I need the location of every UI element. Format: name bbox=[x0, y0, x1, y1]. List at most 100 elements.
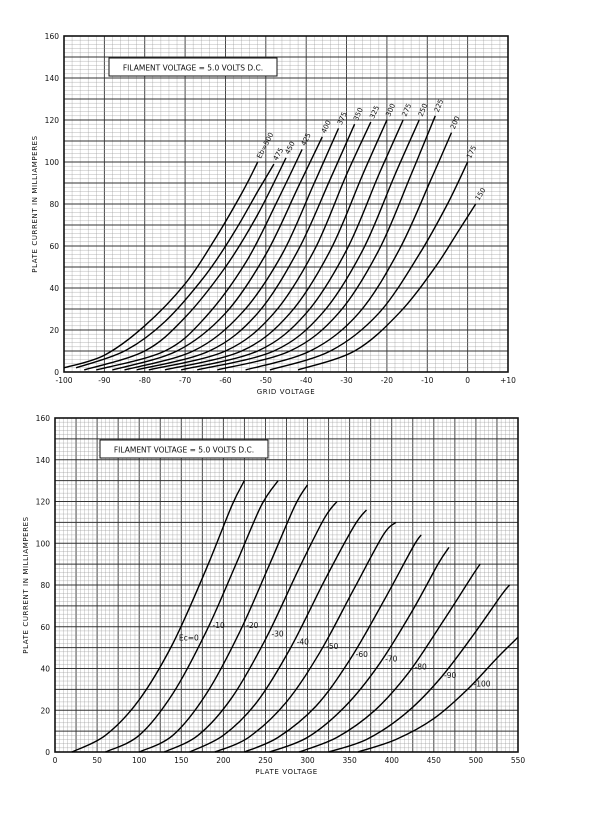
series-label: -50 bbox=[326, 642, 338, 651]
x-tick-label: -90 bbox=[98, 376, 110, 385]
x-tick-label: 250 bbox=[258, 756, 273, 765]
x-tick-label: 100 bbox=[132, 756, 147, 765]
plot-frame bbox=[54, 417, 519, 753]
filament-annotation-box bbox=[99, 439, 269, 459]
series-label: 400 bbox=[320, 119, 333, 135]
series-label: -100 bbox=[473, 679, 490, 688]
filament-annotation-box bbox=[108, 57, 278, 77]
series-curve bbox=[297, 203, 477, 371]
x-axis-label: GRID VOLTAGE bbox=[257, 388, 316, 396]
series-label: 300 bbox=[384, 102, 397, 117]
series-curve bbox=[189, 509, 368, 753]
series-label: -90 bbox=[444, 671, 456, 680]
series-curve bbox=[63, 161, 259, 369]
x-tick-label: -10 bbox=[421, 376, 433, 385]
x-tick-label: 200 bbox=[216, 756, 231, 765]
grid bbox=[63, 35, 509, 373]
y-tick-label: 60 bbox=[49, 242, 59, 251]
series-label: 450 bbox=[284, 140, 297, 156]
y-tick-label: 160 bbox=[36, 414, 51, 423]
series-curve bbox=[245, 132, 453, 371]
series-curve bbox=[124, 128, 340, 371]
y-tick-label: 160 bbox=[45, 32, 60, 41]
series-group bbox=[71, 480, 519, 753]
series-curve bbox=[244, 534, 422, 753]
y-tick-label: 140 bbox=[45, 74, 60, 83]
y-tick-label: 120 bbox=[45, 116, 60, 125]
x-tick-label: -100 bbox=[55, 376, 72, 385]
series-curve bbox=[217, 115, 436, 371]
plot-frame bbox=[63, 35, 509, 373]
x-tick-label: -50 bbox=[260, 376, 272, 385]
series-curve bbox=[71, 480, 246, 753]
series-curve bbox=[357, 636, 519, 753]
series-label: -60 bbox=[356, 650, 368, 659]
y-tick-label: 20 bbox=[49, 326, 59, 335]
x-tick-label: +10 bbox=[500, 376, 516, 385]
series-group bbox=[63, 115, 477, 371]
y-tick-label: 40 bbox=[49, 284, 59, 293]
x-tick-label: 500 bbox=[469, 756, 484, 765]
series-label: 325 bbox=[368, 104, 381, 119]
x-tick-label: 0 bbox=[53, 756, 58, 765]
series-curve bbox=[105, 480, 279, 753]
series-curve bbox=[269, 547, 450, 753]
y-tick-label: 100 bbox=[45, 158, 60, 167]
series-label: -70 bbox=[385, 654, 397, 663]
x-axis-label: PLATE VOLTAGE bbox=[255, 768, 318, 776]
x-tick-label: 550 bbox=[511, 756, 526, 765]
filament-annotation: FILAMENT VOLTAGE = 5.0 VOLTS D.C. bbox=[123, 64, 263, 73]
series-curve bbox=[138, 484, 309, 753]
y-tick-label: 100 bbox=[36, 539, 51, 548]
x-tick-label: 150 bbox=[174, 756, 189, 765]
x-tick-label: 0 bbox=[465, 376, 470, 385]
y-tick-label: 140 bbox=[36, 456, 51, 465]
series-curve bbox=[136, 123, 356, 371]
series-curve bbox=[112, 136, 323, 371]
series-label: -20 bbox=[246, 621, 258, 630]
x-tick-label: -30 bbox=[340, 376, 352, 385]
series-label: -10 bbox=[213, 621, 225, 630]
series-label: 200 bbox=[449, 115, 462, 130]
x-tick-label: -20 bbox=[381, 376, 393, 385]
series-curve bbox=[269, 161, 469, 371]
series-label: Ec=0 bbox=[179, 633, 199, 642]
y-tick-label: 0 bbox=[45, 748, 50, 757]
y-tick-label: 80 bbox=[49, 200, 59, 209]
series-label: -40 bbox=[297, 638, 309, 647]
x-tick-label: -70 bbox=[179, 376, 191, 385]
series-curve bbox=[214, 521, 397, 753]
series-label: -30 bbox=[271, 629, 283, 638]
y-tick-label: 60 bbox=[40, 623, 50, 632]
series-curve bbox=[164, 119, 388, 371]
series-curve bbox=[148, 121, 372, 371]
series-curve bbox=[180, 119, 404, 371]
y-tick-label: 0 bbox=[54, 368, 59, 377]
x-tick-label: 300 bbox=[300, 756, 315, 765]
series-label: 275 bbox=[401, 102, 414, 117]
x-tick-label: -80 bbox=[139, 376, 151, 385]
y-axis-label: PLATE CURRENT IN MILLIAMPERES bbox=[31, 135, 39, 272]
x-tick-label: -60 bbox=[219, 376, 231, 385]
series-curve bbox=[164, 501, 338, 753]
series-label: 425 bbox=[300, 132, 313, 148]
series-curve bbox=[96, 149, 303, 371]
x-tick-label: 450 bbox=[427, 756, 442, 765]
series-label: -80 bbox=[415, 663, 427, 672]
plate-voltage-chart: 0 20 40 60 80 100 120 140 160 0 50 100 150 200 250 300 3… bbox=[22, 414, 525, 776]
series-curve bbox=[298, 563, 481, 753]
x-tick-label: 350 bbox=[342, 756, 357, 765]
series-label: 175 bbox=[465, 144, 478, 160]
x-tick-label: -40 bbox=[300, 376, 312, 385]
y-tick-label: 80 bbox=[40, 581, 50, 590]
series-curve bbox=[83, 157, 287, 371]
y-tick-label: 120 bbox=[36, 498, 51, 507]
y-tick-label: 20 bbox=[40, 706, 50, 715]
series-curve bbox=[197, 119, 420, 371]
x-tick-label: 400 bbox=[385, 756, 400, 765]
x-tick-label: 50 bbox=[92, 756, 102, 765]
filament-annotation: FILAMENT VOLTAGE = 5.0 VOLTS D.C. bbox=[114, 446, 254, 455]
series-curve bbox=[328, 584, 511, 753]
